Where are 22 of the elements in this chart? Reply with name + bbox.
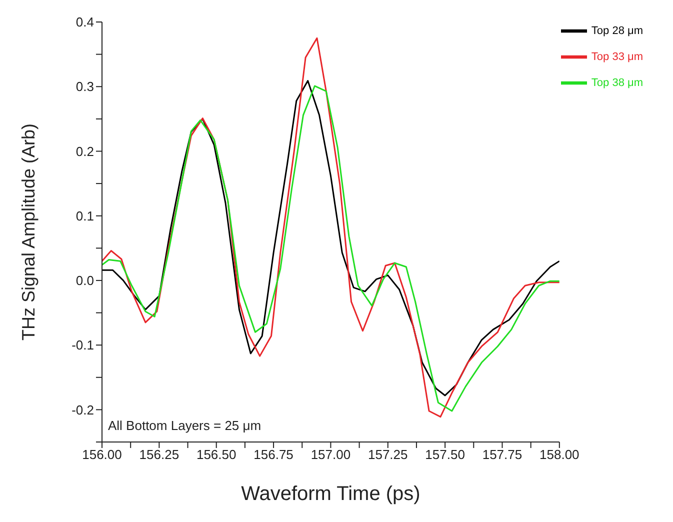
annotation: All Bottom Layers = 25 μm [108,418,262,433]
x-tick-label: 157.75 [482,447,522,462]
x-tick-label: 158.00 [540,447,580,462]
x-tick-label: 156.75 [254,447,294,462]
x-axis-title: Waveform Time (ps) [241,483,420,505]
y-tick-label: -0.1 [72,338,94,353]
x-tick-label: 156.25 [139,447,180,462]
legend-label: Top 38 μm [591,76,643,89]
y-axis-title: THz Signal Amplitude (Arb) [18,123,38,341]
x-tick-label: 156.50 [196,447,236,462]
x-tick-label: 157.50 [425,447,465,462]
legend-label: Top 28 μm [591,24,643,37]
y-tick-label: 0.4 [76,14,94,30]
y-tick-label: -0.2 [72,402,94,418]
x-tick-label: 157.00 [310,447,351,462]
y-tick-label: 0.1 [76,208,94,224]
x-tick-label: 157.25 [368,447,408,462]
y-tick-label: 0.0 [76,273,94,288]
legend-label: Top 33 μm [591,50,643,63]
x-tick-label: 156.00 [82,447,122,462]
y-tick-label: 0.3 [76,79,94,94]
y-tick-label: 0.2 [76,144,94,159]
